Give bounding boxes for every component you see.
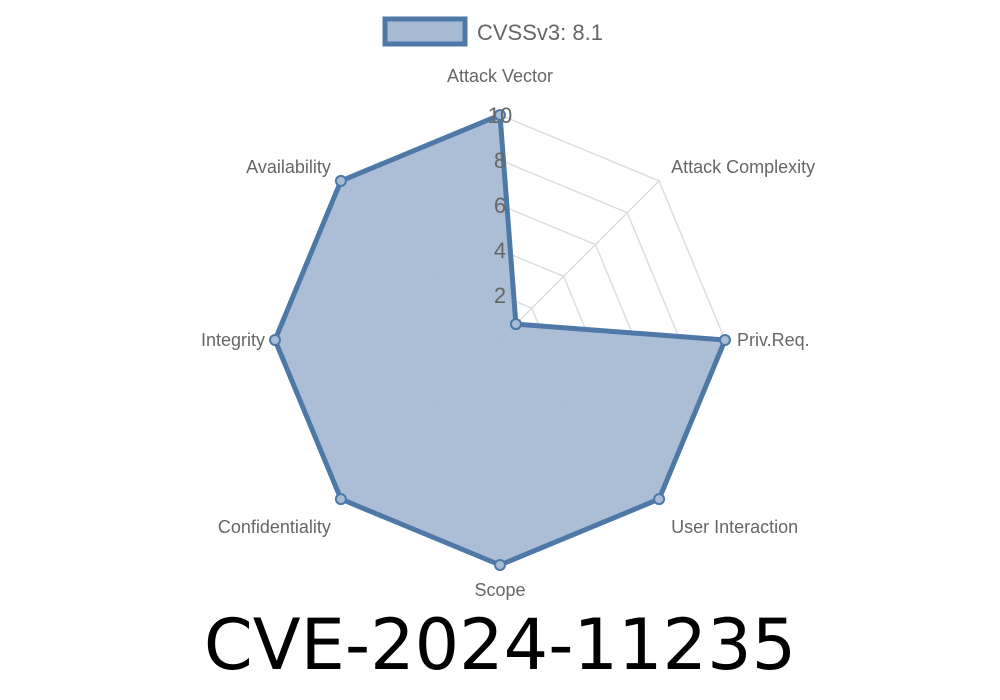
grid-spoke (499, 180, 660, 341)
tick-label: 6 (494, 193, 506, 218)
chart-title: CVE-2024-11235 (203, 604, 797, 686)
data-point (509, 318, 522, 331)
data-point (653, 493, 666, 506)
tick-label: 4 (494, 238, 506, 263)
axis-label: Priv.Req. (737, 330, 810, 350)
data-point (494, 109, 506, 121)
axis-label: Integrity (201, 330, 265, 350)
legend-swatch (382, 16, 468, 47)
tick-label: 2 (494, 283, 506, 308)
axis-label: Attack Complexity (671, 157, 815, 177)
data-point (334, 493, 347, 506)
data-point (494, 559, 506, 571)
axis-label: Confidentiality (218, 517, 331, 537)
axis-label: User Interaction (671, 517, 798, 537)
data-point (334, 174, 347, 187)
data-point (719, 334, 731, 346)
data-point (269, 334, 281, 346)
axis-label: Attack Vector (447, 66, 553, 86)
axis-label: Availability (246, 157, 331, 177)
tick-label: 10 (488, 103, 512, 128)
legend-label: CVSSv3: 8.1 (477, 20, 603, 45)
axis-label: Scope (474, 580, 525, 600)
tick-label: 8 (494, 148, 506, 173)
